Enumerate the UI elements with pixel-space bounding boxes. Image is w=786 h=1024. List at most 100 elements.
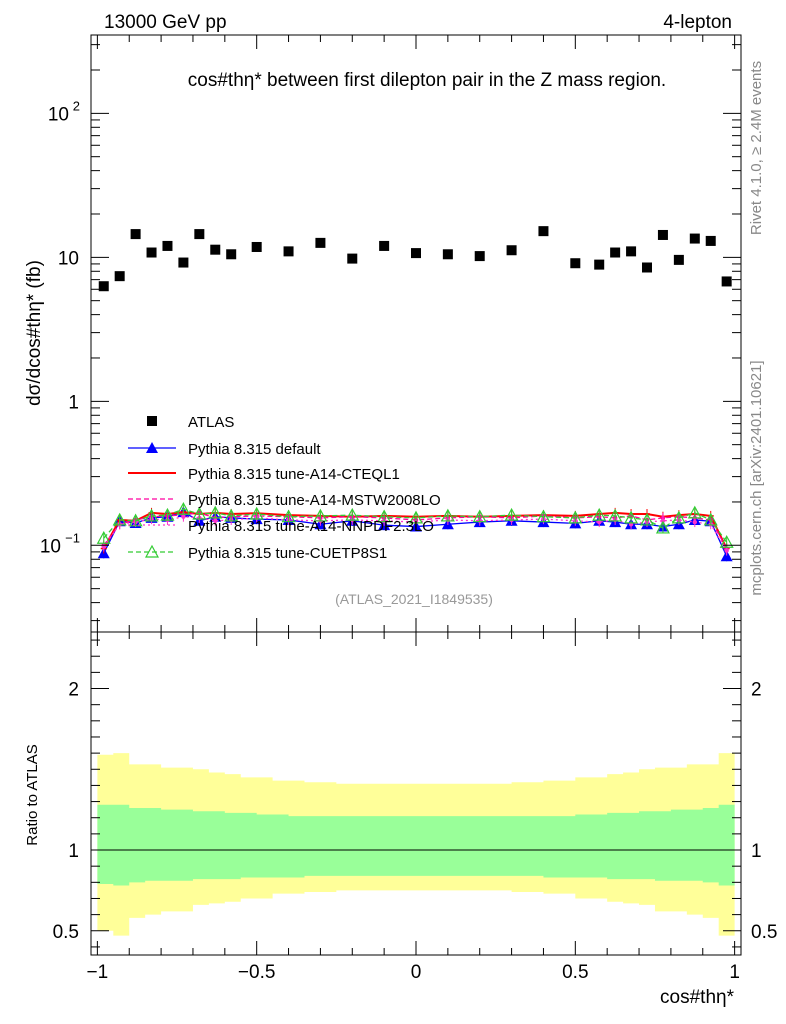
mc-point	[208, 505, 223, 519]
atlas-data-point	[642, 262, 653, 273]
y-tick-exponent: −1	[65, 530, 80, 545]
mc-point	[213, 518, 218, 523]
mc-point	[639, 512, 655, 526]
legend-marker-atlas	[147, 416, 157, 426]
mc-point	[96, 530, 111, 544]
mc-point	[377, 509, 392, 523]
atlas-data-point	[178, 257, 189, 268]
y-tick-exponent: 2	[73, 98, 80, 113]
atlas-data-point	[283, 246, 294, 257]
mc-point	[224, 508, 239, 522]
ratio-axes: −1 −0.5 0 0.5 1 0.5 0.5 1 1 2 2	[53, 632, 777, 983]
x-tick-label: 0	[411, 962, 422, 983]
x-axis-label: cos#thη*	[660, 987, 735, 1008]
mc-point	[313, 508, 328, 522]
atlas-data-point	[210, 244, 221, 255]
mc-point	[655, 520, 670, 534]
mc-point	[692, 519, 697, 525]
atlas-data-point	[657, 229, 668, 240]
mc-point	[281, 509, 296, 523]
mc-point	[128, 513, 143, 527]
ratio-y-axis-label: Ratio to ATLAS	[24, 744, 41, 845]
mc-point	[687, 505, 702, 519]
series-0	[98, 226, 732, 292]
chart-title: cos#thη* between first dilepton pair in …	[188, 70, 666, 91]
atlas-data-point	[442, 249, 453, 260]
y-tick-label: 10	[58, 248, 79, 269]
atlas-data-point	[721, 276, 732, 287]
mc-point	[144, 508, 159, 522]
mc-point	[249, 506, 264, 520]
legend-marker	[144, 544, 160, 558]
ratio-bands	[91, 753, 741, 936]
mc-point	[192, 506, 207, 520]
mc-point	[504, 507, 519, 521]
mc-point	[608, 508, 623, 522]
header-right: 4-lepton	[663, 12, 732, 33]
atlas-data-point	[411, 248, 421, 259]
mc-point	[112, 512, 127, 526]
legend: ATLAS Pythia 8.315 default Pythia 8.315 tu…	[128, 414, 441, 562]
x-tick-label: 1	[729, 962, 740, 983]
ratio-y-tick-label: 2	[68, 680, 79, 701]
atlas-data-point	[610, 247, 621, 258]
mc-point	[472, 509, 487, 523]
x-tick-label: 0.5	[562, 962, 588, 983]
mc-point	[181, 514, 186, 519]
mc-point	[719, 535, 734, 548]
x-tick-label: −1	[87, 962, 109, 983]
mc-point	[345, 507, 360, 521]
mcplots-url-text: mcplots.cern.ch [arXiv:2401.10621]	[748, 360, 765, 595]
header-left: 13000 GeV pp	[104, 12, 227, 33]
legend-label: Pythia 8.315 default	[188, 441, 321, 458]
atlas-data-point	[474, 251, 485, 262]
atlas-data-point	[673, 254, 684, 265]
atlas-data-point	[538, 226, 549, 237]
ratio-inner-band	[97, 804, 735, 886]
mc-point	[597, 519, 602, 525]
y-tick-label: 10	[40, 536, 61, 557]
legend-label: Pythia 8.315 tune-A14-MSTW2008LO	[188, 492, 441, 509]
mc-point	[408, 510, 424, 524]
legend-label: ATLAS	[188, 414, 234, 431]
atlas-data-point	[194, 229, 205, 240]
main-frame	[90, 34, 742, 633]
atlas-data-point	[114, 271, 125, 282]
mc-point	[624, 510, 639, 524]
atlas-data-point	[626, 246, 637, 257]
atlas-data-point	[146, 247, 157, 258]
mc-point	[536, 509, 551, 523]
ratio-y-tick-label-right: 2	[751, 680, 762, 701]
y-tick-label: 10	[48, 104, 69, 125]
main-plot-marks	[96, 226, 734, 562]
mc-point	[703, 512, 718, 526]
y-tick-label: 1	[68, 392, 79, 413]
mc-point	[720, 550, 733, 562]
legend-label: Pythia 8.315 tune-A14-CTEQL1	[188, 466, 400, 483]
atlas-data-point	[379, 240, 390, 251]
atlas-data-point	[570, 258, 581, 269]
mc-point	[592, 507, 607, 521]
atlas-data-point	[315, 237, 326, 248]
main-axes: 10 −1 1 10 10 2	[40, 35, 741, 632]
ratio-y-tick-label-right: 0.5	[751, 922, 777, 943]
mc-point	[176, 501, 191, 515]
atlas-data-point	[162, 240, 173, 251]
ratio-panel: −1 −0.5 0 0.5 1 0.5 0.5 1 1 2 2 Ratio to ATLAS cos…	[24, 631, 777, 1008]
atlas-data-point	[689, 233, 700, 244]
ratio-y-tick-label-right: 1	[751, 841, 762, 862]
atlas-data-point	[347, 253, 358, 264]
ratio-y-tick-label: 0.5	[53, 922, 79, 943]
atlas-data-point	[705, 235, 716, 246]
rivet-version-text: Rivet 4.1.0, ≥ 2.4M events	[748, 61, 765, 235]
atlas-data-point	[251, 241, 262, 252]
mc-point	[724, 548, 729, 553]
legend-label: Pythia 8.315 tune-CUETP8S1	[188, 545, 387, 562]
x-tick-label: −0.5	[238, 962, 276, 983]
y-axis-label: dσ/dcos#thη* (fb)	[24, 260, 45, 406]
atlas-data-point	[98, 281, 109, 292]
ratio-y-tick-label: 1	[68, 841, 79, 862]
atlas-data-point	[506, 245, 517, 256]
mc-point	[160, 507, 175, 521]
